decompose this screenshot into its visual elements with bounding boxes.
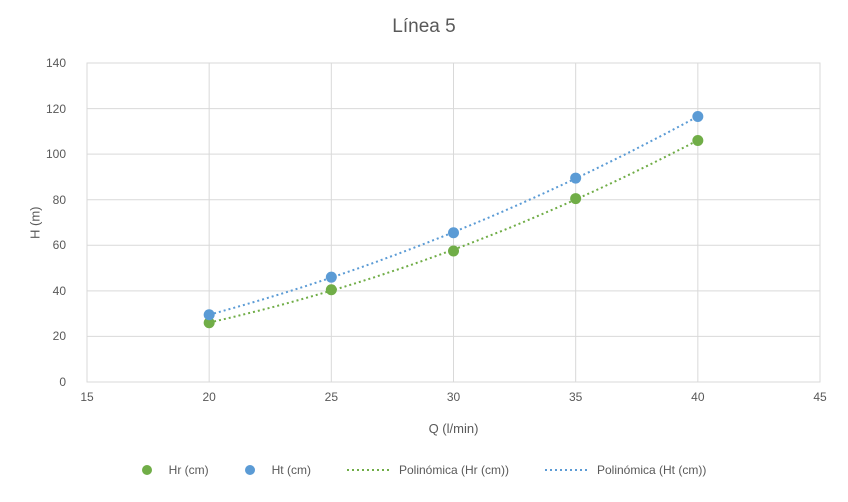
y-tick-label: 60 — [52, 238, 66, 253]
legend-item-polinomica-ht: Polinómica (Ht (cm)) — [544, 463, 707, 477]
ht-data-point — [203, 309, 215, 321]
ht-data-point — [692, 111, 704, 123]
legend-item-hr: Hr (cm) — [141, 463, 209, 477]
hr-data-point — [448, 245, 459, 257]
ht-data-point — [570, 172, 582, 184]
x-tick-label: 25 — [324, 390, 339, 404]
hr-data-point — [325, 284, 337, 296]
y-tick-label: 80 — [52, 192, 66, 207]
x-tick-label: 45 — [813, 390, 827, 404]
legend-item-polinomica-hr: Polinómica (Hr (cm)) — [346, 463, 509, 477]
x-tick-label: 20 — [202, 390, 216, 404]
x-tick-label: 30 — [446, 390, 461, 404]
y-tick-label: 0 — [59, 375, 66, 389]
y-tick-label: 140 — [45, 56, 66, 70]
legend-item-ht: Ht (cm) — [244, 463, 311, 477]
hr-data-point — [692, 134, 704, 146]
y-tick-label: 120 — [45, 101, 66, 116]
ht-trendline — [208, 115, 699, 316]
y-tick-label: 20 — [52, 329, 66, 344]
ht-data-point — [325, 271, 337, 283]
chart-title: Línea 5 — [392, 16, 456, 37]
ht-trendline-marker-icon — [544, 469, 589, 471]
y-tick-label: 40 — [52, 283, 66, 298]
ht-data-point — [448, 227, 459, 239]
hr-series-marker-icon — [141, 465, 152, 475]
hr-trendline-marker-icon — [346, 469, 391, 471]
y-tick-label: 100 — [45, 147, 66, 162]
x-tick-label: 35 — [568, 390, 583, 404]
x-axis-title: Q (l/min) — [428, 421, 479, 436]
x-tick-label: 15 — [80, 390, 94, 404]
x-tick-label: 40 — [691, 390, 705, 404]
plot-border — [86, 62, 821, 383]
legend-label-hr: Hr (cm) — [168, 463, 209, 477]
legend-label-polinomica-hr: Polinómica (Hr (cm)) — [398, 463, 509, 477]
hr-data-point — [203, 317, 215, 329]
legend-label-ht: Ht (cm) — [271, 463, 311, 477]
ht-series-marker-icon — [244, 465, 255, 475]
y-axis-title: H (m) — [27, 206, 43, 239]
hr-data-point — [570, 193, 582, 205]
legend: Hr (cm) Ht (cm) Polinómica (Hr (cm)) Pol… — [0, 459, 848, 481]
legend-label-polinomica-ht: Polinómica (Ht (cm)) — [596, 463, 707, 477]
